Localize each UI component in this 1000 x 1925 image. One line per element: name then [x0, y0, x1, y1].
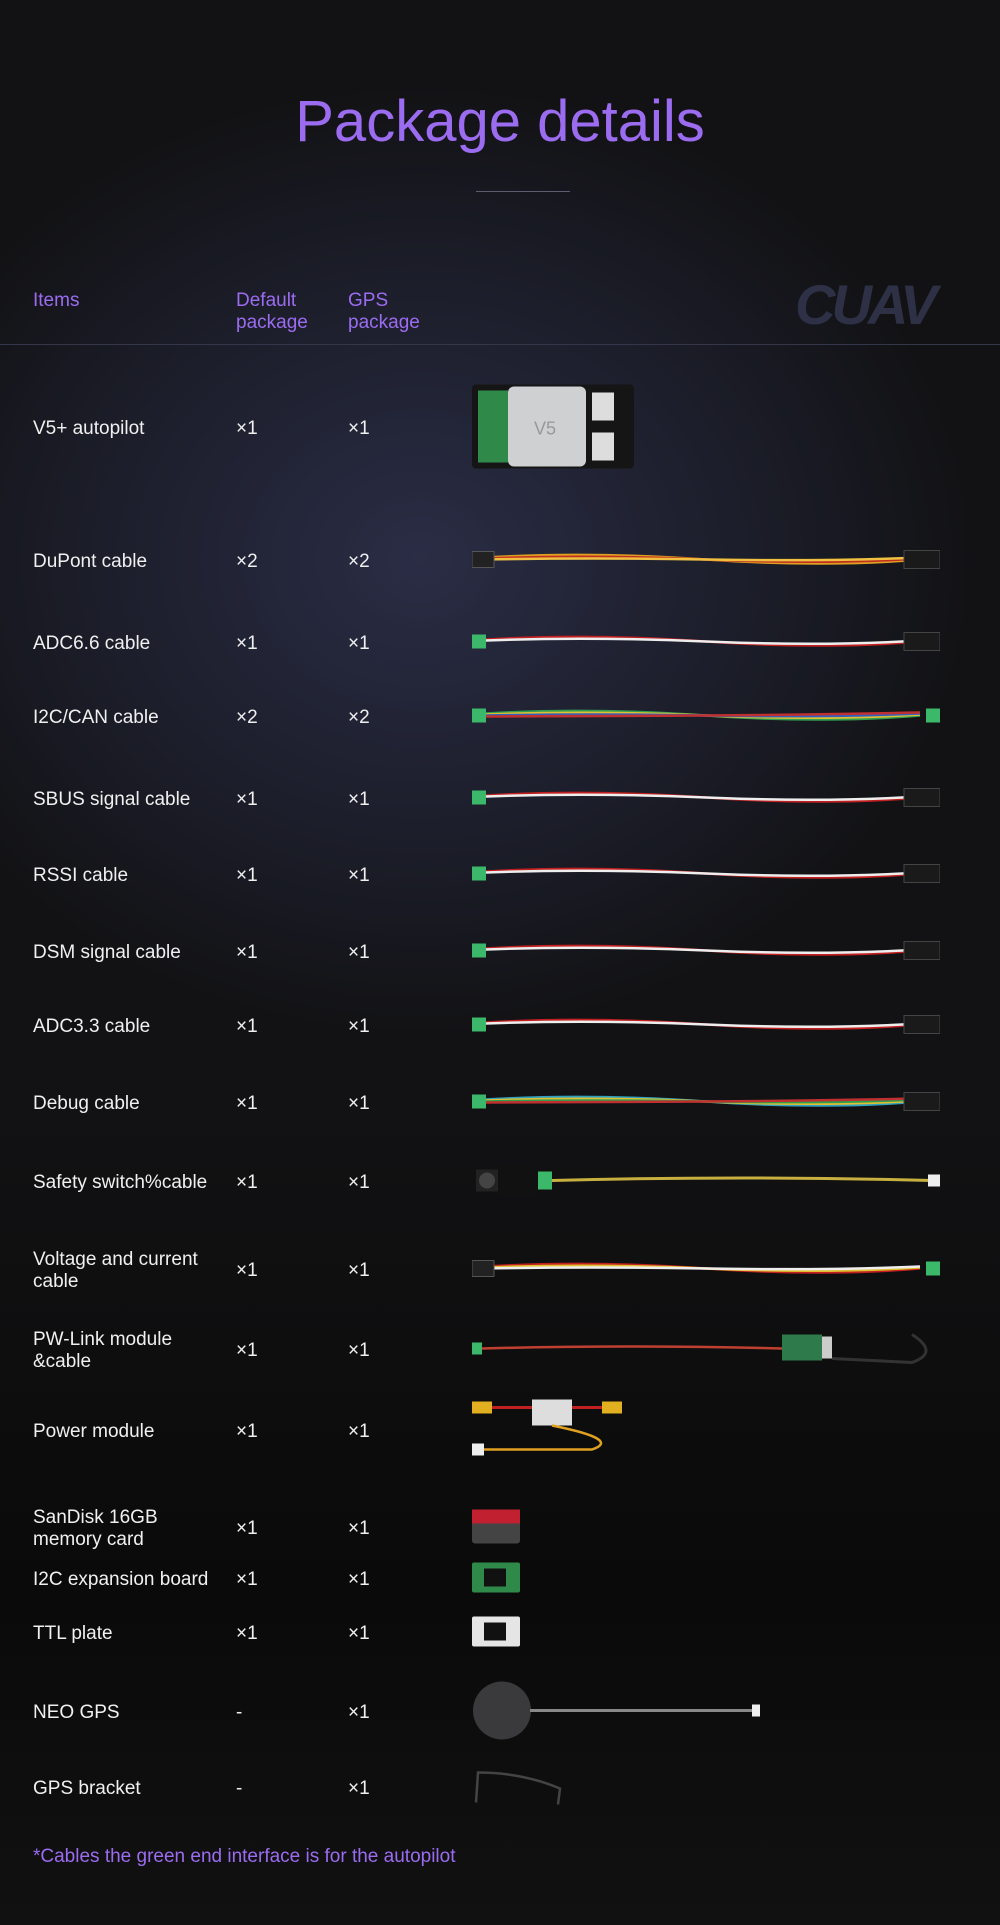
gps-package-qty: ×1: [348, 789, 370, 810]
gps-package-qty: ×1: [348, 1778, 370, 1799]
page-title: Package details: [295, 89, 705, 154]
gps-package-qty: ×1: [348, 1518, 370, 1539]
item-name: GPS bracket: [33, 1778, 141, 1799]
default-package-qty: ×1: [236, 1260, 258, 1281]
item-name: Power module: [33, 1421, 155, 1442]
gps-package-qty: ×1: [348, 1340, 370, 1361]
item-name: Voltage and current cable: [33, 1249, 198, 1292]
cable-icon: [472, 786, 941, 815]
default-package-qty: ×1: [236, 1093, 258, 1114]
gps-package-qty: ×1: [348, 633, 370, 654]
gps-package-qty: ×2: [348, 707, 370, 728]
header-divider: [0, 344, 1000, 345]
gps-package-qty: ×1: [348, 1172, 370, 1193]
cable-icon: [472, 630, 941, 659]
pw-link-icon: [472, 1329, 940, 1374]
default-package-qty: ×1: [236, 1623, 258, 1644]
cable-icon: [472, 1090, 941, 1119]
svg-text:V5: V5: [534, 419, 556, 439]
gps-package-qty: ×2: [348, 551, 370, 572]
power-module-icon: [472, 1399, 628, 1465]
item-name: NEO GPS: [33, 1702, 120, 1723]
title-divider: [476, 191, 570, 192]
default-package-qty: ×1: [236, 1340, 258, 1361]
default-package-qty: ×1: [236, 633, 258, 654]
item-name: TTL plate: [33, 1623, 113, 1644]
default-package-qty: ×1: [236, 418, 258, 439]
cable-icon: [472, 939, 941, 968]
item-name: SanDisk 16GB memory card: [33, 1507, 158, 1550]
bracket-icon: [472, 1767, 564, 1812]
cable-icon: [472, 1013, 941, 1042]
default-package-qty: ×1: [236, 1016, 258, 1037]
header-gps-package: GPS package: [348, 290, 420, 333]
safety-switch-icon: [472, 1156, 940, 1211]
cable-icon: [472, 704, 940, 733]
gps-package-qty: ×1: [348, 1702, 370, 1723]
item-name: DSM signal cable: [33, 942, 181, 963]
gps-package-qty: ×1: [348, 1016, 370, 1037]
autopilot-board-icon: V5: [472, 384, 634, 474]
item-name: DuPont cable: [33, 551, 148, 572]
default-package-qty: ×1: [236, 1569, 258, 1590]
cable-icon: [471, 548, 941, 577]
gps-package-qty: ×1: [348, 865, 370, 886]
gps-icon: [472, 1678, 762, 1749]
default-package-qty: ×1: [236, 789, 258, 810]
default-package-qty: ×1: [236, 1518, 258, 1539]
default-package-qty: ×2: [236, 707, 258, 728]
gps-package-qty: ×1: [348, 1093, 370, 1114]
item-name: SBUS signal cable: [33, 789, 191, 810]
default-package-qty: ×2: [236, 551, 258, 572]
gps-package-qty: ×1: [348, 1623, 370, 1644]
item-name: Debug cable: [33, 1093, 140, 1114]
default-package-qty: ×1: [236, 1172, 258, 1193]
gps-package-qty: ×1: [348, 1260, 370, 1281]
item-name: I2C/CAN cable: [33, 707, 159, 728]
footnote: *Cables the green end interface is for t…: [33, 1846, 456, 1867]
board-icon: [472, 1562, 520, 1598]
board-icon: [472, 1616, 520, 1652]
cable-icon: [472, 862, 941, 891]
item-name: RSSI cable: [33, 865, 129, 886]
gps-package-qty: ×1: [348, 1421, 370, 1442]
default-package-qty: ×1: [236, 942, 258, 963]
item-name: PW-Link module &cable: [33, 1329, 173, 1372]
gps-package-qty: ×1: [348, 942, 370, 963]
cuav-logo: CUAV: [795, 273, 938, 336]
header-items: Items: [33, 290, 80, 311]
header-default-package: Default package: [236, 290, 308, 333]
item-name: ADC3.3 cable: [33, 1016, 151, 1037]
default-package-qty: -: [236, 1778, 243, 1799]
item-name: ADC6.6 cable: [33, 633, 151, 654]
item-name: Safety switch%cable: [33, 1172, 208, 1193]
cable-icon: [471, 1257, 940, 1286]
gps-package-qty: ×1: [348, 1569, 370, 1590]
default-package-qty: -: [236, 1702, 243, 1723]
item-name: I2C expansion board: [33, 1569, 209, 1590]
default-package-qty: ×1: [236, 865, 258, 886]
item-name: V5+ autopilot: [33, 418, 145, 439]
default-package-qty: ×1: [236, 1421, 258, 1442]
sd-card-icon: [472, 1509, 520, 1549]
gps-package-qty: ×1: [348, 418, 370, 439]
